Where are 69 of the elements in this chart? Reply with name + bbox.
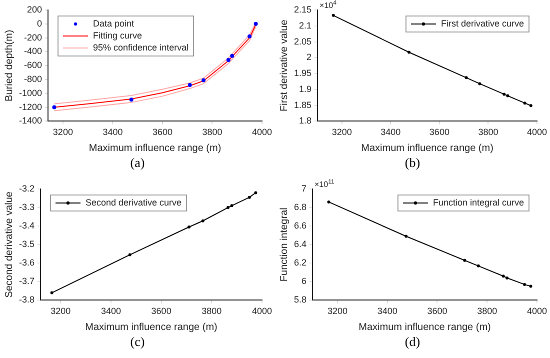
y-tick-label: 1.95 [294,68,312,78]
y-tick-label: 2.05 [294,36,312,46]
x-axis-title: Maximum influence range (m) [361,142,494,154]
y-axis-title: First derivative value [278,19,290,112]
x-tick-label: 3200 [327,306,348,316]
legend-label: Second derivative curve [86,197,182,208]
y-tick-label: -400 [24,46,42,56]
x-tick-label: 3200 [52,127,73,138]
x-tick-label: 3800 [477,306,498,316]
y-tick-label: 200 [26,4,42,14]
legend-label: Function integral curve [432,197,524,208]
y-tick-label: -1400 [18,116,42,126]
x-tick-label: 3200 [50,306,71,316]
x-tick-label: 3800 [202,127,222,138]
y-tick-label: 1.85 [294,100,312,110]
x-tick-label: 4000 [526,127,548,138]
y-tick-label: -3.2 [18,183,35,194]
y-tick-label: -600 [24,60,42,70]
x-axis-title: Maximum influence range (m) [358,322,491,333]
x-axis-title: Maximum influence range (m) [88,142,222,154]
text: (b) [404,155,422,171]
y-tick-label: -3.4 [18,220,35,231]
y-tick-label: 1.8 [299,116,312,126]
x-axis-title: Maximum influence range (m) [85,322,218,333]
y-tick-label: 1.9 [299,84,312,94]
y-tick-label: 6.2 [294,258,307,268]
x-tick-label: 3800 [202,306,222,316]
x-tick-label: 4000 [526,306,548,316]
legend-label: Fitting curve [93,30,142,40]
x-tick-label: 3200 [332,127,352,138]
y-tick-label: -200 [24,32,42,42]
x-tick-label: 3600 [427,306,448,316]
x-tick-label: 3600 [429,127,450,138]
y-tick-label: 6.6 [294,220,307,231]
y-tick-label: 6.4 [294,239,307,250]
legend-label: Data point [93,18,135,28]
y-tick-label: -3.7 [18,276,35,286]
legend-label: 95% confidence interval [93,42,189,52]
y-tick-label: 6 [301,276,307,286]
y-tick-label: -800 [24,74,42,84]
y-tick-label: -1200 [18,102,42,112]
y-axis-title: Second derivative value [4,191,15,298]
y-axis-title: Buried depth(m) [4,30,15,102]
y-tick-label: -3.5 [18,239,35,250]
x-tick-label: 3400 [100,306,121,316]
x-tick-label: 3400 [380,127,401,138]
text: (d) [404,334,422,350]
y-tick-label: -3.3 [18,202,35,212]
text: (a) [129,155,146,171]
x-tick-label: 3400 [102,127,123,138]
x-tick-label: 3600 [151,306,172,316]
x-tick-label: 3600 [152,127,172,138]
y-tick-label: 0 [37,18,42,28]
y-tick-label: 6.8 [294,202,307,212]
legend-label: First derivative curve [440,18,524,28]
y-tick-label: 2 [306,52,312,62]
text: (c) [129,334,146,350]
y-tick-label: 2.1 [299,20,312,30]
x-tick-label: 3800 [478,127,498,138]
y-tick-label: 5.8 [294,294,307,305]
x-tick-label: 3400 [377,306,398,316]
y-tick-label: 7 [301,183,307,194]
x-tick-label: 4000 [252,306,272,316]
y-tick-label: 2.15 [294,4,312,14]
x-tick-label: 4000 [252,127,272,138]
y-tick-label: -3.6 [18,258,35,268]
y-tick-label: -3.8 [18,294,35,305]
y-tick-label: -1000 [18,88,42,98]
y-axis-title: Function integral [278,208,290,282]
